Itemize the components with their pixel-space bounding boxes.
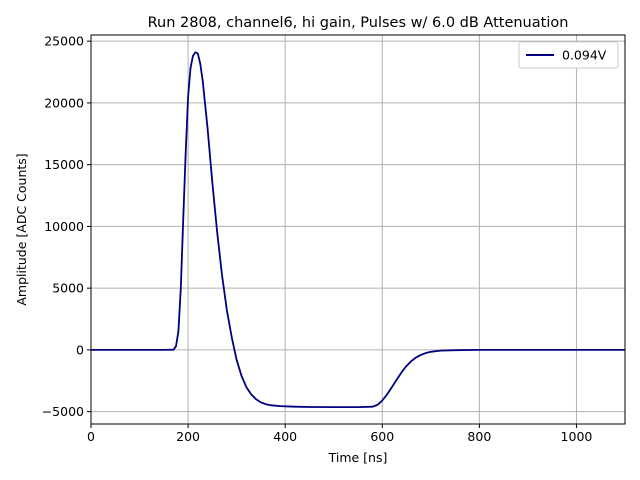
y-tick-label: 10000 [44, 219, 84, 234]
y-axis-label: Amplitude [ADC Counts] [14, 153, 29, 305]
y-ticks: −5000 0 5000 10000 15000 20000 25000 [42, 34, 91, 419]
y-tick-label: −5000 [42, 404, 84, 419]
x-tick-label: 1000 [561, 429, 593, 444]
y-tick-label: 0 [76, 342, 84, 357]
x-tick-label: 400 [273, 429, 297, 444]
x-tick-label: 800 [467, 429, 491, 444]
plot-frame [90, 34, 626, 425]
x-ticks: 0 200 400 600 800 1000 [87, 424, 592, 444]
x-tick-label: 0 [87, 429, 95, 444]
y-tick-label: 15000 [44, 157, 84, 172]
legend-box [518, 41, 619, 69]
legend-entry: 0.094V [562, 48, 607, 63]
series-line-0 [91, 51, 625, 409]
series-layer [91, 51, 625, 409]
x-tick-label: 200 [176, 429, 200, 444]
x-axis-label: Time [ns] [328, 450, 388, 465]
chart-title: Run 2808, channel6, hi gain, Pulses w/ 6… [148, 15, 569, 31]
grid [90, 35, 625, 424]
x-tick-label: 600 [370, 429, 394, 444]
y-tick-label: 20000 [44, 95, 84, 110]
y-tick-label: 5000 [52, 281, 84, 296]
y-tick-label: 25000 [44, 34, 84, 49]
legend: 0.094V [518, 41, 619, 69]
